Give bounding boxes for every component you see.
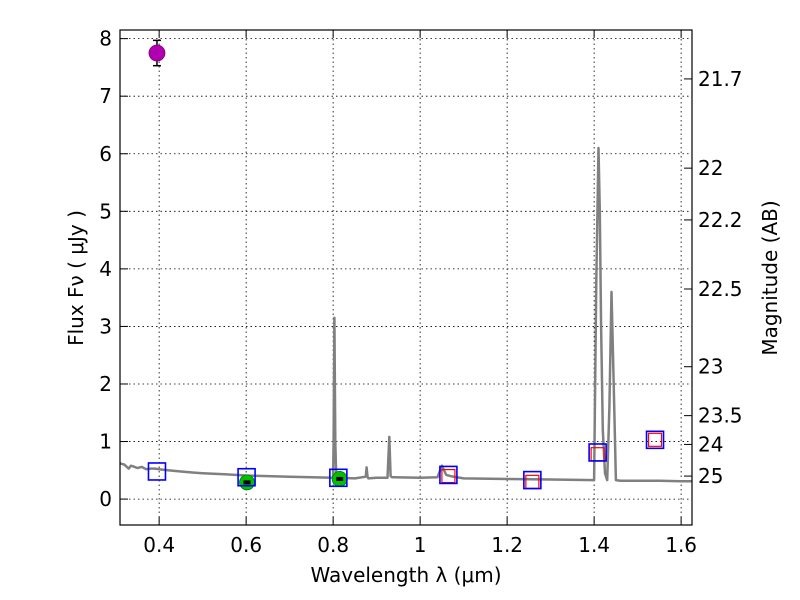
y-tick-label: 5 bbox=[99, 199, 112, 223]
y-tick-label: 2 bbox=[99, 372, 112, 396]
observed-photometry-square bbox=[590, 447, 605, 462]
model-photometry-square bbox=[588, 443, 607, 462]
right-tick-label: 25 bbox=[698, 464, 723, 488]
observed-photometry-square bbox=[525, 474, 540, 489]
photometry-layer bbox=[147, 39, 665, 491]
x-tick-label: 0.6 bbox=[230, 533, 262, 557]
y-tick-label: 6 bbox=[99, 142, 112, 166]
x-axis-label: Wavelength λ (μm) bbox=[310, 563, 501, 587]
model-photometry-square bbox=[523, 470, 542, 490]
x-tick-label: 1.2 bbox=[491, 533, 523, 557]
model-photometry-square bbox=[439, 465, 458, 485]
magenta-point bbox=[148, 44, 166, 62]
x-tick-label: 0.8 bbox=[317, 533, 349, 557]
right-tick-label: 22 bbox=[698, 156, 723, 180]
y-axis-label-left: Flux Fν ( μJy ) bbox=[64, 210, 88, 346]
plot-frame bbox=[119, 29, 693, 526]
model-photometry-square bbox=[329, 468, 348, 488]
green-point-errorbar bbox=[243, 480, 251, 485]
x-tick-label: 1.4 bbox=[578, 533, 610, 557]
green-point-errorbar bbox=[336, 476, 344, 481]
right-tick-label: 22.2 bbox=[698, 208, 743, 232]
y-axis-label-right: Magnitude (AB) bbox=[758, 200, 782, 355]
model-photometry-square bbox=[147, 462, 167, 481]
sed-model-layer bbox=[119, 146, 692, 483]
right-tick-label: 21.7 bbox=[698, 67, 743, 91]
y-tick-label: 4 bbox=[99, 257, 112, 281]
ticks: 0.4 0.6 0.8 1 1.2 1.4 1.601234567821.72222.222… bbox=[99, 27, 742, 557]
y-tick-label: 0 bbox=[99, 487, 112, 511]
grid bbox=[120, 30, 692, 525]
model-photometry-square bbox=[237, 467, 256, 487]
x-tick-label: 1 bbox=[414, 533, 427, 557]
right-tick-label: 24 bbox=[698, 432, 723, 456]
y-tick-label: 7 bbox=[99, 84, 112, 108]
observed-photometry-square bbox=[647, 432, 663, 447]
right-tick-label: 23.5 bbox=[698, 404, 743, 428]
sed-model-line bbox=[119, 146, 692, 483]
x-tick-label: 0.4 bbox=[143, 533, 175, 557]
right-tick-label: 22.5 bbox=[698, 277, 743, 301]
x-tick-label: 1.6 bbox=[665, 533, 697, 557]
y-tick-label: 3 bbox=[99, 314, 112, 338]
y-tick-label: 1 bbox=[99, 430, 112, 454]
y-tick-label: 8 bbox=[99, 27, 112, 51]
right-tick-label: 23 bbox=[698, 355, 723, 379]
observed-photometry-square bbox=[441, 468, 456, 484]
model-photometry-square bbox=[645, 430, 665, 450]
